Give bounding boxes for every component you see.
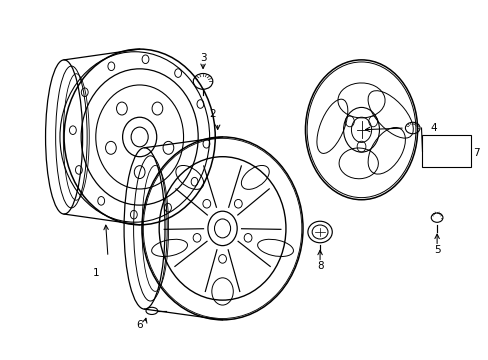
Text: 3: 3 xyxy=(199,53,206,63)
Text: 7: 7 xyxy=(472,148,478,158)
Text: 1: 1 xyxy=(92,268,99,278)
Text: 6: 6 xyxy=(136,320,142,330)
Text: 5: 5 xyxy=(433,245,440,255)
Text: 2: 2 xyxy=(209,109,216,119)
Text: 8: 8 xyxy=(316,261,323,271)
Bar xyxy=(422,135,470,167)
Text: 4: 4 xyxy=(430,123,436,133)
